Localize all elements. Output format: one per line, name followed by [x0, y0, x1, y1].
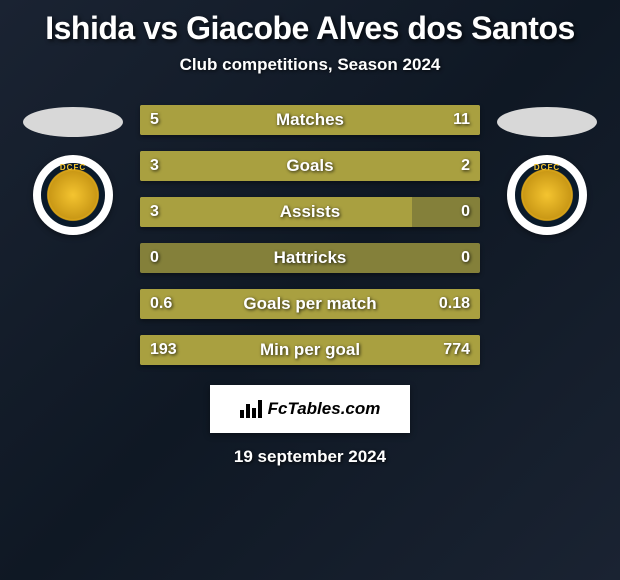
stat-label: Goals: [140, 156, 480, 176]
player-silhouette-left: [23, 107, 123, 137]
stat-label: Hattricks: [140, 248, 480, 268]
stat-label: Assists: [140, 202, 480, 222]
club-badge-left: DCFC: [33, 155, 113, 235]
stat-value-right: 2: [461, 157, 470, 175]
stat-value-right: 11: [453, 111, 470, 129]
stat-label: Matches: [140, 110, 480, 130]
brand-box[interactable]: FcTables.com: [210, 385, 410, 433]
right-side: DCFC: [492, 105, 602, 235]
stat-value-right: 0: [461, 203, 470, 221]
stats-list: 5 Matches 11 3 Goals 2 3 Assists 0: [140, 105, 480, 365]
stat-row-matches: 5 Matches 11: [140, 105, 480, 135]
stat-value-right: 774: [443, 341, 470, 359]
player-silhouette-right: [497, 107, 597, 137]
left-side: DCFC: [18, 105, 128, 235]
page-title: Ishida vs Giacobe Alves dos Santos: [45, 10, 575, 47]
club-badge-right-text: DCFC: [517, 163, 577, 172]
stat-value-right: 0: [461, 249, 470, 267]
stat-row-goals-per-match: 0.6 Goals per match 0.18: [140, 289, 480, 319]
stat-label: Min per goal: [140, 340, 480, 360]
stat-row-hattricks: 0 Hattricks 0: [140, 243, 480, 273]
club-badge-right: DCFC: [507, 155, 587, 235]
footer-date: 19 september 2024: [234, 447, 386, 467]
stat-row-assists: 3 Assists 0: [140, 197, 480, 227]
stat-row-goals: 3 Goals 2: [140, 151, 480, 181]
brand-bars-icon: [240, 400, 262, 418]
club-badge-left-text: DCFC: [43, 163, 103, 172]
stat-row-min-per-goal: 193 Min per goal 774: [140, 335, 480, 365]
stat-value-right: 0.18: [439, 295, 470, 313]
page-subtitle: Club competitions, Season 2024: [180, 55, 441, 75]
stat-label: Goals per match: [140, 294, 480, 314]
brand-text: FcTables.com: [268, 399, 381, 419]
comparison-area: DCFC 5 Matches 11 3 Goals 2: [0, 105, 620, 365]
